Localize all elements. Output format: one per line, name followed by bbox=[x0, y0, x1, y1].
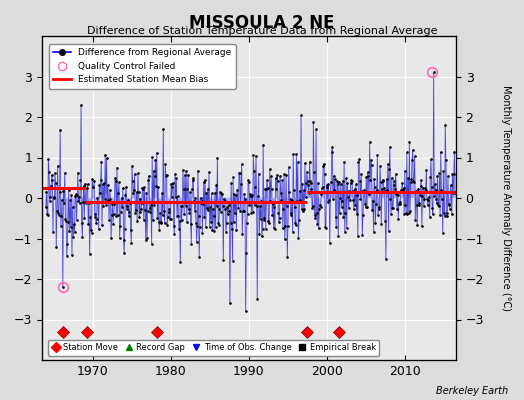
Legend: Station Move, Record Gap, Time of Obs. Change, Empirical Break: Station Move, Record Gap, Time of Obs. C… bbox=[48, 340, 379, 356]
Text: Berkeley Earth: Berkeley Earth bbox=[436, 386, 508, 396]
Text: Difference of Station Temperature Data from Regional Average: Difference of Station Temperature Data f… bbox=[87, 26, 437, 36]
Y-axis label: Monthly Temperature Anomaly Difference (°C): Monthly Temperature Anomaly Difference (… bbox=[500, 85, 511, 311]
Text: MISSOULA 2 NE: MISSOULA 2 NE bbox=[189, 14, 335, 32]
